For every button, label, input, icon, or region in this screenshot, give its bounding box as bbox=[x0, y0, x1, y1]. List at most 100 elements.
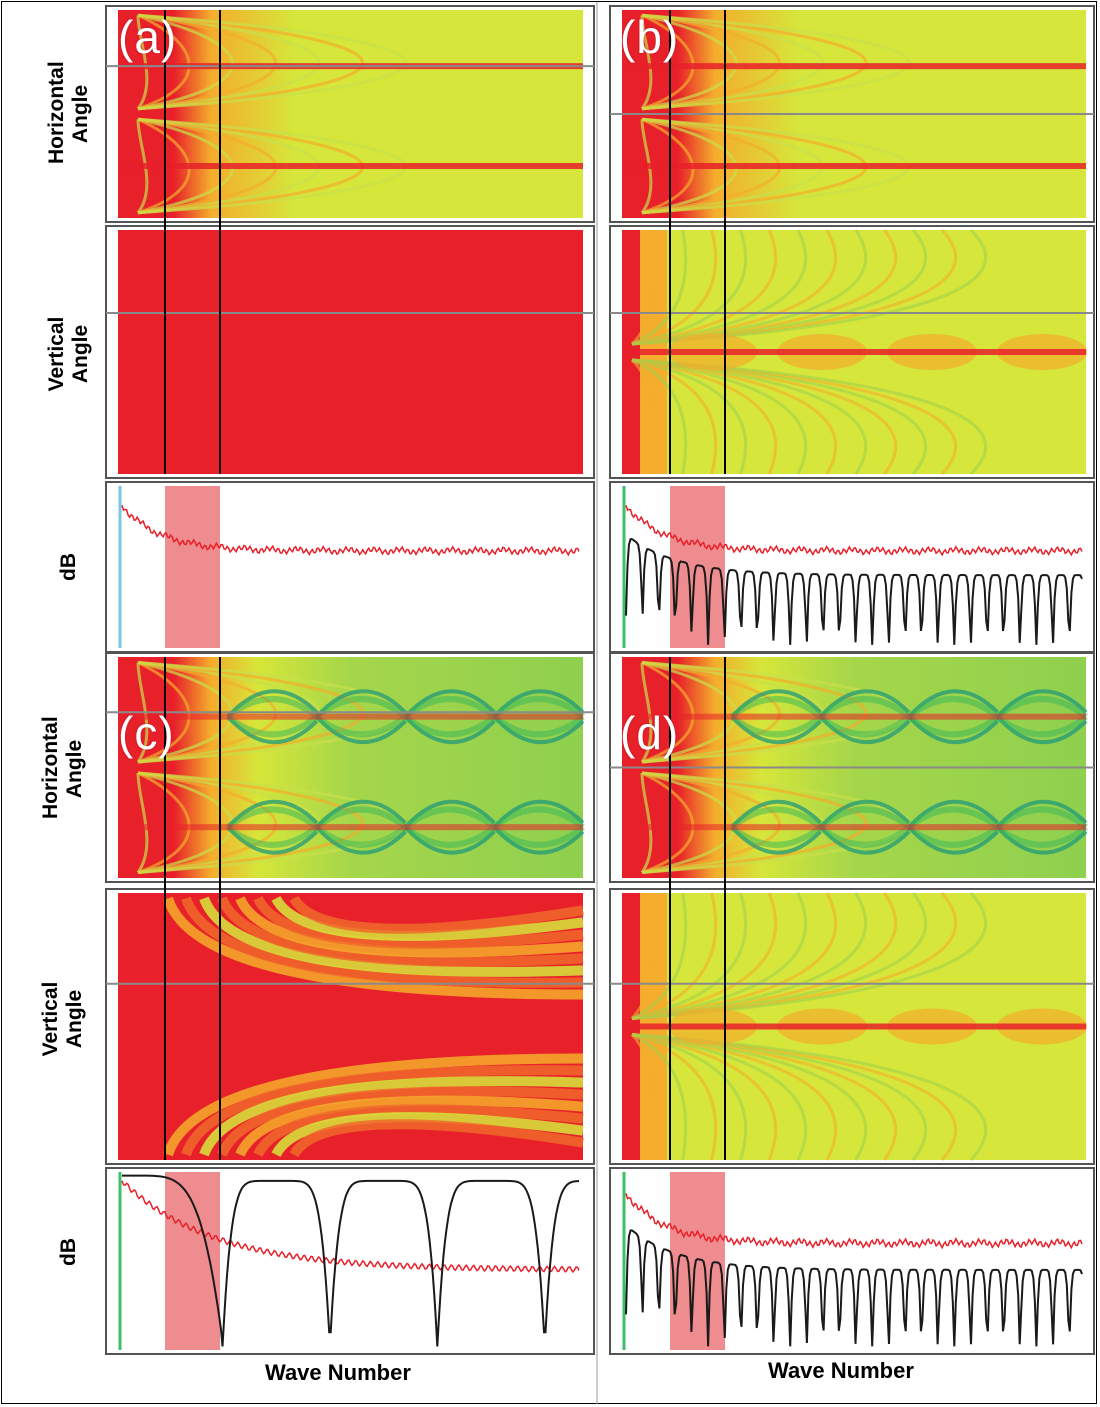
contour-arc bbox=[137, 771, 278, 874]
band-arc bbox=[253, 895, 584, 949]
ylabel-line-2: Angle bbox=[63, 739, 86, 799]
lobe-band bbox=[995, 824, 1088, 848]
heatmap-d-h bbox=[610, 657, 1094, 878]
lobe-band bbox=[226, 714, 319, 738]
heatmap-d-v bbox=[610, 891, 1094, 1162]
main-lobe bbox=[622, 63, 1086, 70]
lobe-band bbox=[226, 806, 319, 830]
band-arc bbox=[289, 895, 584, 934]
heatmap-a-v bbox=[106, 230, 594, 474]
panel-border bbox=[105, 225, 595, 479]
contour-arc bbox=[640, 662, 653, 763]
lobe-band bbox=[226, 824, 319, 848]
contour-arc bbox=[137, 13, 321, 111]
ylabel-line-2: Angle bbox=[63, 989, 86, 1049]
ylabel-vertical-angle-bottom: Vertical Angle bbox=[39, 969, 87, 1069]
band-arc bbox=[163, 896, 584, 1000]
lobe-band bbox=[995, 714, 1088, 738]
contour-arc bbox=[641, 661, 911, 764]
panel-border bbox=[105, 652, 595, 883]
lobe-band bbox=[492, 806, 585, 830]
band-arc bbox=[289, 1119, 584, 1158]
heatmap-c-v bbox=[106, 893, 594, 1160]
lobe-band bbox=[226, 696, 319, 720]
ripple-arc bbox=[631, 1033, 778, 1161]
ripple-arc bbox=[631, 228, 988, 346]
panel-border bbox=[105, 1167, 595, 1355]
xlabel-right: Wave Number bbox=[768, 1358, 914, 1383]
main-lobe bbox=[622, 824, 1086, 831]
ripple-arc bbox=[630, 892, 658, 1020]
contour-arc bbox=[641, 13, 911, 111]
ripple-arc bbox=[631, 1033, 988, 1162]
contour-arc bbox=[641, 13, 781, 111]
band-arc bbox=[253, 1104, 584, 1158]
black-series-line bbox=[625, 1229, 1083, 1347]
ripple-arc bbox=[631, 892, 717, 1020]
ripple-arc bbox=[631, 892, 778, 1020]
lobe-band bbox=[818, 714, 911, 738]
panel-border bbox=[609, 1167, 1095, 1355]
lobe-band bbox=[818, 696, 911, 720]
lobe-band bbox=[403, 714, 497, 738]
lobe-band bbox=[907, 806, 1000, 830]
lobe-band bbox=[818, 824, 911, 848]
main-lobe bbox=[622, 349, 1086, 355]
contour-arc bbox=[137, 13, 234, 111]
ylabel-line-1: Vertical bbox=[45, 316, 68, 392]
panel-border bbox=[609, 225, 1095, 479]
lobe-band bbox=[730, 806, 823, 830]
main-lobe bbox=[622, 163, 1086, 169]
ylabel-line-1: Horizontal bbox=[39, 716, 62, 819]
band-arc bbox=[199, 1076, 584, 1157]
contour-arc bbox=[641, 771, 868, 874]
ylabel-horizontal-angle-bottom: Horizontal Angle bbox=[39, 716, 87, 819]
lobe-band bbox=[907, 824, 1000, 848]
xlabel-left: Wave Number bbox=[265, 1360, 411, 1385]
main-lobe bbox=[118, 713, 583, 720]
ylabel-line-2: Angle bbox=[69, 324, 92, 384]
ripple-arc bbox=[631, 229, 778, 346]
red-series-line bbox=[121, 505, 580, 557]
red-series-line bbox=[625, 1193, 1083, 1250]
ripple-arc bbox=[631, 358, 688, 475]
panel-label-c: (c) bbox=[118, 707, 175, 759]
red-series-line bbox=[625, 505, 1083, 557]
panel-border bbox=[609, 888, 1095, 1165]
lobe-band bbox=[403, 806, 497, 830]
ylabel-db-bottom: dB bbox=[57, 1202, 81, 1302]
lobe-band bbox=[818, 806, 911, 830]
band-arc bbox=[181, 896, 584, 988]
db-plot-d-db bbox=[622, 1172, 1086, 1350]
lobe-band bbox=[907, 696, 1000, 720]
heatmap-a-h bbox=[106, 10, 594, 218]
contour-arc bbox=[136, 773, 149, 874]
contour-arc bbox=[137, 771, 408, 874]
contour-arc bbox=[641, 771, 911, 874]
main-lobe bbox=[118, 824, 583, 831]
ripple-arc bbox=[631, 358, 988, 476]
band-arc bbox=[199, 896, 584, 977]
panel-border bbox=[105, 888, 595, 1165]
contour-arc bbox=[641, 13, 738, 111]
heatmap-b-v bbox=[610, 228, 1094, 476]
passband-highlight bbox=[165, 1172, 220, 1350]
contour-arc bbox=[641, 771, 781, 874]
main-lobe bbox=[118, 163, 583, 169]
black-series-line bbox=[625, 538, 1083, 645]
lobe-band bbox=[314, 696, 408, 720]
db-plot-a-db bbox=[118, 486, 583, 648]
band-arc bbox=[235, 896, 584, 958]
ripple-arc bbox=[631, 358, 778, 475]
ylabel-db-top: dB bbox=[57, 517, 81, 617]
contour-arc bbox=[137, 13, 408, 111]
band-arc bbox=[235, 1095, 584, 1157]
ripple-arc bbox=[631, 229, 688, 346]
ripple-arc bbox=[630, 1033, 658, 1161]
red-series-line bbox=[121, 1180, 580, 1274]
panel-border bbox=[105, 5, 595, 223]
main-lobe bbox=[622, 1023, 1086, 1030]
ripple-arc bbox=[631, 229, 717, 346]
lobe-band bbox=[995, 696, 1088, 720]
